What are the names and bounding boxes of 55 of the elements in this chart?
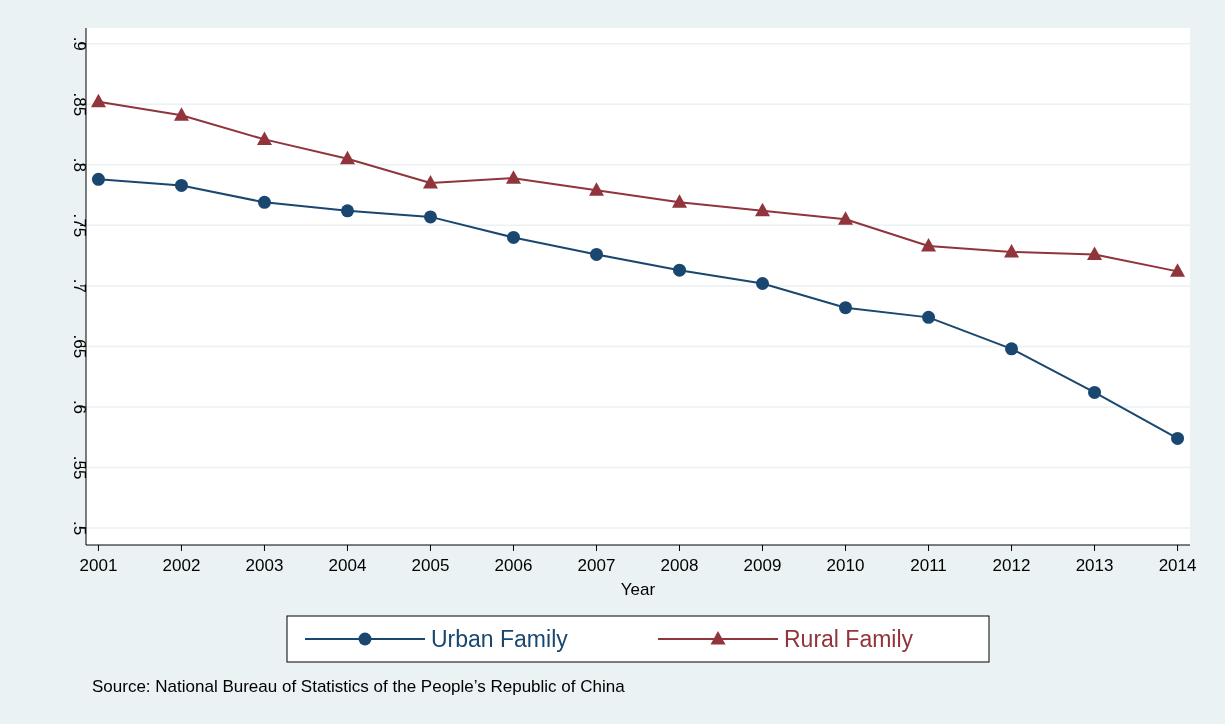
point xyxy=(589,182,604,196)
point xyxy=(340,204,354,218)
y-tick-label: .7 xyxy=(70,278,89,293)
point xyxy=(590,247,603,261)
x-axis-title: Year xyxy=(620,580,656,599)
point xyxy=(755,202,771,217)
text: Urban Family xyxy=(431,626,569,652)
point xyxy=(506,230,520,244)
point xyxy=(921,237,937,252)
point xyxy=(756,276,770,290)
x-tick-label: 2005 xyxy=(411,556,450,575)
point xyxy=(839,301,853,315)
point xyxy=(1170,263,1186,277)
point xyxy=(91,172,105,186)
point xyxy=(174,178,188,192)
y-tick-label: .8 xyxy=(70,157,89,172)
text: Rural Family xyxy=(784,626,914,652)
point xyxy=(1004,243,1020,258)
y-tick-label: .65 xyxy=(70,334,89,359)
point xyxy=(922,310,936,324)
point xyxy=(1171,431,1185,445)
x-tick-label: 2011 xyxy=(910,556,947,575)
y-tick-label: .75 xyxy=(70,213,89,238)
x-tick-label: 2004 xyxy=(328,556,367,575)
y-tick-label: .6 xyxy=(70,399,89,415)
point xyxy=(423,210,437,224)
point xyxy=(838,211,854,225)
source-note: Source: National Bureau of Statistics of the People’s Republic of China xyxy=(92,677,626,696)
x-tick-label: 2010 xyxy=(826,556,865,575)
x-tick-label: 2013 xyxy=(1075,556,1114,575)
x-tick-label: 2009 xyxy=(743,556,782,575)
point xyxy=(505,170,521,184)
point xyxy=(1005,342,1019,356)
point xyxy=(422,174,438,189)
point xyxy=(1088,385,1102,399)
point xyxy=(673,263,686,277)
point xyxy=(257,195,271,209)
x-tick-label: 2014 xyxy=(1158,556,1197,575)
x-tick-label: 2003 xyxy=(245,556,284,575)
x-tick-label: 2008 xyxy=(660,556,699,575)
x-tick-label: 2007 xyxy=(577,556,616,575)
point xyxy=(672,194,687,208)
y-tick-label: .55 xyxy=(70,455,89,480)
x-tick-label: 2001 xyxy=(79,556,118,575)
x-tick-label: 2012 xyxy=(992,556,1031,575)
y-tick-label: .5 xyxy=(70,520,89,536)
x-tick-label: 2002 xyxy=(162,556,201,575)
point xyxy=(256,131,272,145)
y-tick-label: .9 xyxy=(70,36,89,51)
point xyxy=(90,93,106,108)
point xyxy=(339,150,355,165)
y-tick-label: .85 xyxy=(70,92,89,117)
point xyxy=(173,107,189,121)
x-tick-label: 2006 xyxy=(494,556,533,575)
point xyxy=(1087,246,1103,260)
